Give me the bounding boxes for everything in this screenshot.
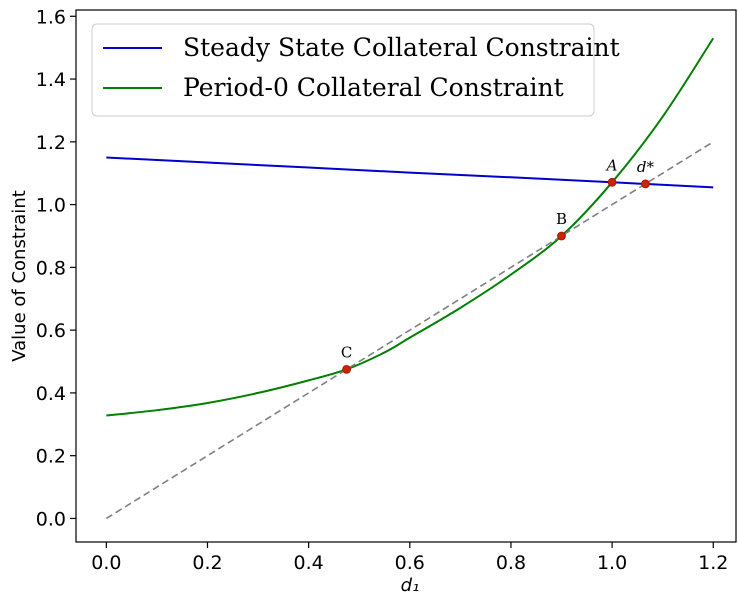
legend-label-steady-state: Steady State Collateral Constraint bbox=[183, 33, 620, 62]
y-axis-ticks: 0.0 0.2 0.4 0.6 0.8 1.0 1.2 1.4 1.6 bbox=[36, 6, 76, 530]
point-marker bbox=[342, 364, 351, 374]
legend-box bbox=[91, 23, 595, 117]
y-tick-label: 1.0 bbox=[36, 195, 66, 217]
x-tick-label: 0.8 bbox=[496, 552, 526, 574]
y-tick-label: 0.6 bbox=[36, 320, 66, 342]
point-marker bbox=[557, 231, 566, 241]
x-tick-label: 0.6 bbox=[395, 552, 425, 574]
y-tick-label: 1.6 bbox=[36, 6, 66, 28]
legend-label-period-0: Period-0 Collateral Constraint bbox=[183, 73, 564, 102]
point-label: A bbox=[605, 156, 618, 174]
y-tick-label: 1.4 bbox=[36, 69, 66, 91]
y-tick-label: 0.4 bbox=[36, 383, 66, 405]
point-label: d* bbox=[637, 158, 655, 176]
y-axis-label: Value of Constraint bbox=[9, 190, 30, 362]
x-tick-label: 0.0 bbox=[91, 552, 121, 574]
x-axis-ticks: 0.0 0.2 0.4 0.6 0.8 1.0 1.2 bbox=[91, 542, 728, 574]
y-tick-label: 0.8 bbox=[36, 257, 66, 279]
y-tick-label: 1.2 bbox=[36, 132, 66, 154]
x-tick-label: 0.4 bbox=[294, 552, 324, 574]
series-line-2 bbox=[105, 141, 714, 520]
y-tick-label: 0.2 bbox=[36, 446, 66, 468]
point-marker bbox=[641, 179, 650, 189]
x-tick-label: 1.2 bbox=[698, 552, 728, 574]
point-label: C bbox=[341, 343, 352, 361]
y-tick-label: 0.0 bbox=[36, 508, 66, 530]
legend: Steady State Collateral Constraint Perio… bbox=[91, 23, 620, 117]
x-tick-label: 0.2 bbox=[192, 552, 222, 574]
x-tick-label: 1.0 bbox=[597, 552, 627, 574]
x-axis-label: d₁ bbox=[401, 575, 420, 596]
point-marker bbox=[607, 177, 617, 187]
point-label: B bbox=[556, 210, 567, 228]
